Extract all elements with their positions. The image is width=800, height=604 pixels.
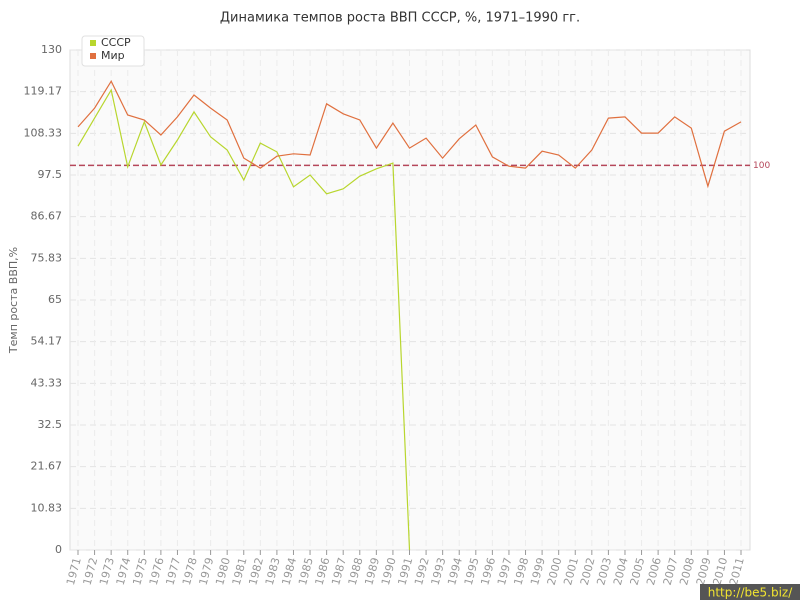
- reference-label: 100: [753, 161, 770, 171]
- legend-label: Мир: [101, 49, 125, 62]
- y-tick-label: 43.33: [31, 376, 63, 389]
- y-tick-label: 108.33: [24, 126, 63, 139]
- y-tick-label: 21.67: [31, 460, 63, 473]
- legend-box: [81, 35, 145, 67]
- legend-swatch: [90, 40, 96, 46]
- watermark: http://be5.biz/: [708, 586, 793, 600]
- chart-title: Динамика темпов роста ВВП СССР, %, 1971–…: [220, 11, 580, 26]
- y-tick-label: 0: [55, 543, 62, 556]
- y-tick-label: 65: [48, 293, 62, 306]
- y-tick-label: 54.17: [31, 335, 63, 348]
- y-tick-label: 130: [41, 43, 62, 56]
- series-line: [77, 88, 411, 551]
- y-tick-label: 86.67: [31, 210, 63, 223]
- series-line: [77, 79, 742, 189]
- legend-label: СССР: [101, 36, 131, 49]
- y-tick-label: 32.5: [38, 418, 63, 431]
- y-tick-label: 10.83: [31, 501, 63, 514]
- watermark-bg: [700, 584, 800, 600]
- y-tick-label: 119.17: [24, 85, 63, 98]
- y-axis-label: Темп роста ВВП,%: [7, 247, 20, 354]
- legend-swatch: [90, 53, 96, 59]
- y-tick-label: 75.83: [31, 251, 63, 264]
- y-tick-label: 97.5: [38, 168, 63, 181]
